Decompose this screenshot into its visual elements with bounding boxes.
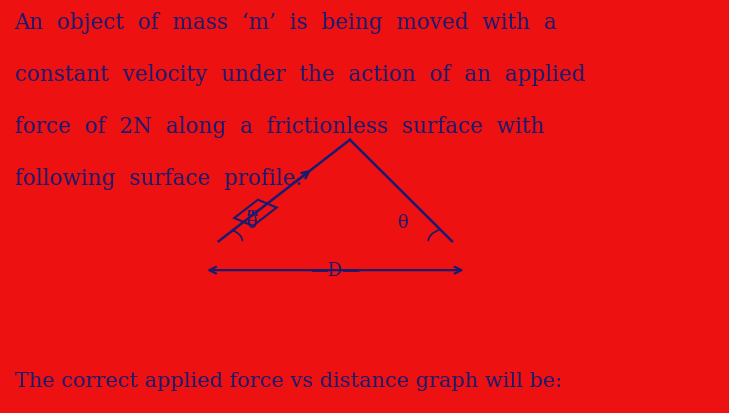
Text: The correct applied force vs distance graph will be:: The correct applied force vs distance gr…	[15, 371, 562, 390]
Text: following  surface  profile.: following surface profile.	[15, 167, 302, 189]
Text: θ: θ	[246, 214, 257, 231]
Text: m: m	[246, 206, 258, 218]
Text: —D—: —D—	[311, 261, 360, 280]
Text: force  of  2N  along  a  frictionless  surface  with: force of 2N along a frictionless surface…	[15, 116, 545, 138]
Text: An  object  of  mass  ‘m’  is  being  moved  with  a: An object of mass ‘m’ is being moved wit…	[15, 12, 558, 34]
Text: constant  velocity  under  the  action  of  an  applied: constant velocity under the action of an…	[15, 64, 585, 86]
Text: θ: θ	[397, 214, 408, 231]
